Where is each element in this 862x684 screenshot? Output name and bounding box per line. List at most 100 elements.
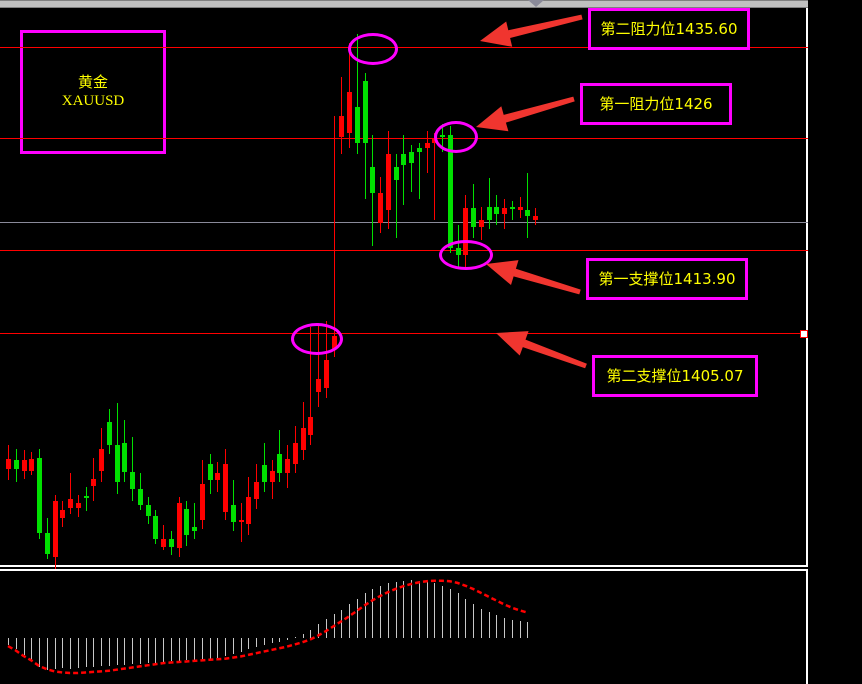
candle-wick xyxy=(341,77,343,154)
candle-body[interactable] xyxy=(176,502,182,548)
candle-body[interactable] xyxy=(99,448,104,471)
candle-body[interactable] xyxy=(401,153,407,166)
candle-body[interactable] xyxy=(385,153,391,211)
macd-histogram-bar xyxy=(426,581,428,639)
annotation-callout-support-1[interactable]: 第一支撑位1413.90 xyxy=(586,258,748,300)
macd-histogram-bar xyxy=(511,619,513,639)
candle-body[interactable] xyxy=(6,458,11,470)
candle-body[interactable] xyxy=(223,463,228,513)
candle-body[interactable] xyxy=(37,457,42,533)
candle-body[interactable] xyxy=(292,442,298,464)
macd-histogram-bar xyxy=(294,637,296,639)
candle-body[interactable] xyxy=(416,148,422,153)
candle-body[interactable] xyxy=(238,519,244,522)
candle-body[interactable] xyxy=(254,482,259,500)
candle-body[interactable] xyxy=(533,215,538,220)
price-level-handle[interactable] xyxy=(800,330,808,338)
annotation-callout-resistance-1[interactable]: 第一阻力位1426 xyxy=(580,83,732,125)
macd-histogram-bar xyxy=(132,638,133,665)
candle-body[interactable] xyxy=(424,142,430,149)
candle-body[interactable] xyxy=(525,210,531,216)
candle-body[interactable] xyxy=(300,427,306,451)
candle-body[interactable] xyxy=(161,538,166,547)
highlight-ellipse-resistance1-retest[interactable] xyxy=(434,121,478,153)
candle-body[interactable] xyxy=(114,444,120,483)
horizontal-scrollbar[interactable] xyxy=(0,1,862,7)
candle-body[interactable] xyxy=(184,508,190,535)
candle-body[interactable] xyxy=(60,510,66,518)
candle-body[interactable] xyxy=(509,206,515,209)
highlight-ellipse-support2-breakout[interactable] xyxy=(291,323,343,355)
candle-body[interactable] xyxy=(269,471,275,483)
candle-body[interactable] xyxy=(316,379,321,393)
candle-body[interactable] xyxy=(29,458,35,471)
candle-body[interactable] xyxy=(230,504,236,522)
candle-body[interactable] xyxy=(447,135,453,248)
candle-body[interactable] xyxy=(246,497,252,525)
macd-histogram-bar xyxy=(186,638,188,661)
candle-body[interactable] xyxy=(339,116,345,138)
candle-body[interactable] xyxy=(494,206,500,215)
candle-body[interactable] xyxy=(277,454,283,473)
macd-histogram-bar xyxy=(39,638,40,667)
candle-body[interactable] xyxy=(370,167,376,194)
candle-body[interactable] xyxy=(308,416,314,436)
candle-wick xyxy=(240,502,242,543)
annotation-arrow-support-1 xyxy=(486,260,581,295)
candle-body[interactable] xyxy=(215,472,221,481)
candle-body[interactable] xyxy=(471,208,476,228)
price-axis[interactable]: 1436.901435.601433.401429.901426.001422.… xyxy=(808,0,862,684)
candle-body[interactable] xyxy=(137,488,143,505)
macd-histogram-bar xyxy=(263,638,265,645)
candle-wick xyxy=(403,135,405,205)
macd-histogram-bar xyxy=(232,638,234,654)
candle-body[interactable] xyxy=(168,538,174,547)
price-level-line[interactable] xyxy=(0,250,808,251)
pane-divider xyxy=(0,565,808,571)
candle-body[interactable] xyxy=(207,463,213,481)
candle-body[interactable] xyxy=(145,504,151,517)
candle-body[interactable] xyxy=(486,206,492,220)
candle-body[interactable] xyxy=(323,360,329,389)
chevron-down-icon[interactable] xyxy=(528,0,544,7)
candle-body[interactable] xyxy=(52,501,58,558)
candle-body[interactable] xyxy=(347,92,352,134)
symbol-ticker: XAUUSD xyxy=(61,93,125,109)
candle-body[interactable] xyxy=(285,458,290,473)
price-level-line[interactable] xyxy=(0,333,808,334)
candle-body[interactable] xyxy=(44,532,50,554)
candle-body[interactable] xyxy=(478,219,484,228)
candle-body[interactable] xyxy=(83,496,89,499)
candle-body[interactable] xyxy=(409,152,414,164)
candle-body[interactable] xyxy=(106,422,112,445)
candle-body[interactable] xyxy=(463,208,469,256)
candle-body[interactable] xyxy=(153,516,159,539)
annotation-arrow-resistance-1 xyxy=(476,96,575,132)
highlight-ellipse-peak-highlight[interactable] xyxy=(348,33,398,65)
macd-histogram-bar xyxy=(349,604,350,639)
candle-body[interactable] xyxy=(75,502,81,508)
macd-histogram-bar xyxy=(496,615,498,639)
candle-body[interactable] xyxy=(68,499,73,508)
candle-body[interactable] xyxy=(261,465,267,483)
candle-body[interactable] xyxy=(362,80,368,143)
candle-body[interactable] xyxy=(354,107,360,143)
price-level-line[interactable] xyxy=(0,222,808,223)
candle-body[interactable] xyxy=(192,527,197,532)
candle-body[interactable] xyxy=(378,193,383,224)
price-level-line[interactable] xyxy=(0,47,808,48)
candle-body[interactable] xyxy=(13,459,19,470)
candle-body[interactable] xyxy=(91,478,97,487)
candle-body[interactable] xyxy=(199,484,205,520)
candle-body[interactable] xyxy=(21,459,27,471)
candle-body[interactable] xyxy=(502,208,507,215)
candle-body[interactable] xyxy=(122,442,128,472)
candle-body[interactable] xyxy=(393,167,399,181)
candle-body[interactable] xyxy=(517,206,523,211)
highlight-ellipse-support1-test[interactable] xyxy=(439,240,493,270)
annotation-callout-support-2[interactable]: 第二支撑位1405.07 xyxy=(592,355,758,397)
candle-body[interactable] xyxy=(130,471,135,489)
macd-histogram-bar xyxy=(46,638,48,671)
annotation-callout-resistance-2[interactable]: 第二阻力位1435.60 xyxy=(588,8,750,50)
